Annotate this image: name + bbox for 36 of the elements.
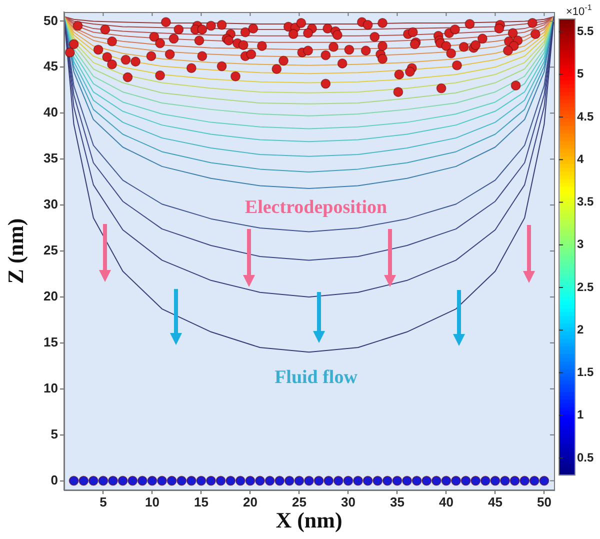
- color-bar-label: 1.5: [577, 365, 594, 380]
- color-bar-label: 3.5: [577, 194, 594, 209]
- annotation: Electrodeposition: [244, 196, 388, 218]
- x-tick-label: 50: [536, 494, 552, 510]
- color-bar-label: 1: [577, 408, 584, 422]
- color-bar-label: 0.5: [577, 450, 594, 464]
- y-axis-title: Z (nm): [2, 218, 28, 284]
- color-bar-label: 5.5: [577, 24, 594, 38]
- x-axis-title: X (nm): [276, 507, 342, 532]
- color-bar-label: 2: [577, 322, 584, 336]
- x-tick-label: 5: [100, 494, 107, 510]
- color-bar-label: 3: [577, 237, 584, 252]
- y-tick-label: 40: [44, 104, 58, 120]
- y-tick-label: 15: [44, 334, 58, 350]
- y-tick-label: 45: [44, 58, 58, 74]
- y-tick-label: 25: [44, 242, 58, 258]
- x-tick-label: 25: [292, 494, 306, 510]
- x-tick-label: 45: [488, 494, 502, 510]
- x-tick-label: 20: [242, 494, 258, 510]
- x-tick-label: 35: [390, 494, 404, 510]
- annotation: Fluid flow: [274, 366, 358, 388]
- y-tick-label: 5: [50, 426, 58, 442]
- y-tick-label: 10: [44, 380, 58, 396]
- color-bar-label: 4.5: [577, 109, 594, 124]
- x-tick-label: 30: [340, 494, 356, 510]
- y-tick-label: 50: [44, 12, 58, 28]
- x-tick-label: 40: [438, 494, 454, 510]
- y-tick-label: 30: [44, 196, 58, 212]
- color-bar-label: 2.5: [577, 280, 594, 294]
- y-tick-label: 20: [44, 288, 58, 304]
- x-tick-label: 15: [194, 494, 208, 510]
- x-tick-label: 10: [144, 494, 160, 510]
- y-tick-label: 0: [50, 472, 58, 488]
- y-tick-label: 35: [44, 150, 58, 166]
- color-bar-label: 5: [577, 66, 584, 81]
- color-bar-label: 4: [577, 152, 584, 166]
